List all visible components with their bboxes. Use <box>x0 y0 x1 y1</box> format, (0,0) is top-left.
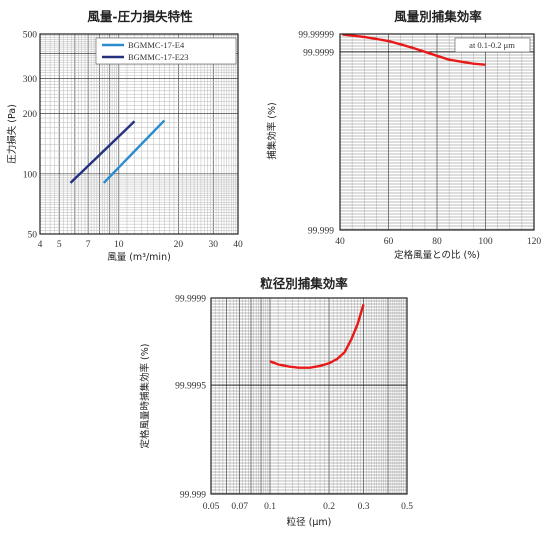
y-tick-label: 99.9995 <box>175 382 206 392</box>
x-tick-label: 7 <box>86 240 91 250</box>
chart2-series-group <box>342 33 486 66</box>
chart1-series-group <box>69 119 166 184</box>
x-tick-label: 10 <box>114 240 124 250</box>
legend-label-e4: BGMMC-17-E4 <box>128 40 185 50</box>
y-tick-label: 99.99999 <box>298 31 334 41</box>
chart3-grid <box>210 298 408 494</box>
x-tick-label: 100 <box>478 237 493 247</box>
chart-pressure-loss: 風量-圧力損失特性 BGMMC-17-E4 BGMMC-17-E23 4 5 7 10… <box>6 9 243 263</box>
x-tick-label: 120 <box>527 237 542 247</box>
chart2-y-axis-label: 捕集効率 (%) <box>266 102 278 159</box>
series-line-0 <box>342 33 486 66</box>
chart2-tick-labels: 40 60 80 100 120 99.99999 99.9999 99.999 <box>298 31 541 248</box>
x-tick-label: 5 <box>57 240 62 250</box>
y-tick-label: 99.9999 <box>175 295 206 305</box>
y-tick-label: 300 <box>23 75 38 85</box>
chart-efficiency-by-airflow: 風量別捕集効率 at 0.1-0.2 μm 40 60 80 100 120 99.999… <box>266 9 541 261</box>
chart2-annotation: at 0.1-0.2 μm <box>454 37 531 53</box>
chart1-x-axis-label: 風量 (m³/min) <box>107 252 171 263</box>
chart3-tick-labels: 0.05 0.07 0.1 0.2 0.3 0.5 99.9999 99.9995 99.999 <box>175 295 413 513</box>
chart2-frame <box>339 33 535 231</box>
y-tick-label: 99.9999 <box>303 48 334 58</box>
x-tick-label: 60 <box>384 237 394 247</box>
chart1-legend: BGMMC-17-E4 BGMMC-17-E23 <box>95 37 237 65</box>
chart1-tick-labels: 4 5 7 10 20 30 40 500 300 200 100 50 <box>23 31 243 251</box>
chart2-title: 風量別捕集効率 <box>394 9 482 24</box>
chart3-y-axis-label: 定格風量時捕集効率 (%) <box>139 344 151 449</box>
annotation-box <box>454 37 531 53</box>
x-tick-label: 0.2 <box>323 502 335 512</box>
chart1-frame <box>39 33 239 235</box>
series-line-1 <box>69 120 136 184</box>
series-line-0 <box>102 119 166 184</box>
chart2-grid <box>339 34 535 230</box>
chart3-x-axis-label: 粒径 (μm) <box>287 516 332 528</box>
x-tick-label: 0.5 <box>401 502 413 512</box>
y-tick-label: 200 <box>23 110 38 120</box>
x-tick-label: 40 <box>233 240 243 250</box>
chart1-y-axis-label: 圧力損失 (Pa) <box>6 104 18 164</box>
chart-efficiency-by-particle-size: 粒径別捕集効率 0.05 0.07 0.1 0.2 0.3 0.5 99.9999 99.99… <box>139 276 413 528</box>
chart3-title: 粒径別捕集効率 <box>260 276 348 291</box>
chart2-x-axis-label: 定格風量との比 (%) <box>394 249 480 261</box>
x-tick-label: 40 <box>335 237 345 247</box>
y-tick-label: 100 <box>23 170 38 180</box>
chart3-series-group <box>269 304 365 369</box>
x-tick-label: 0.07 <box>231 502 248 512</box>
x-tick-label: 80 <box>432 237 442 247</box>
x-tick-label: 4 <box>38 240 43 250</box>
y-tick-label: 99.999 <box>308 227 334 237</box>
x-tick-label: 0.1 <box>264 502 276 512</box>
legend-label-e23: BGMMC-17-E23 <box>128 52 188 62</box>
series-line-0 <box>269 304 365 369</box>
chart1-title: 風量-圧力損失特性 <box>87 9 193 24</box>
x-tick-label: 30 <box>209 240 219 250</box>
x-tick-label: 0.05 <box>203 502 220 512</box>
annotation-text: at 0.1-0.2 μm <box>469 40 515 50</box>
x-tick-label: 20 <box>174 240 184 250</box>
chart3-frame <box>210 297 408 495</box>
legend-box <box>95 37 237 65</box>
y-tick-label: 99.999 <box>180 491 206 501</box>
y-tick-label: 50 <box>28 231 38 241</box>
chart1-grid <box>39 33 239 235</box>
x-tick-label: 0.3 <box>358 502 370 512</box>
y-tick-label: 500 <box>23 31 38 41</box>
